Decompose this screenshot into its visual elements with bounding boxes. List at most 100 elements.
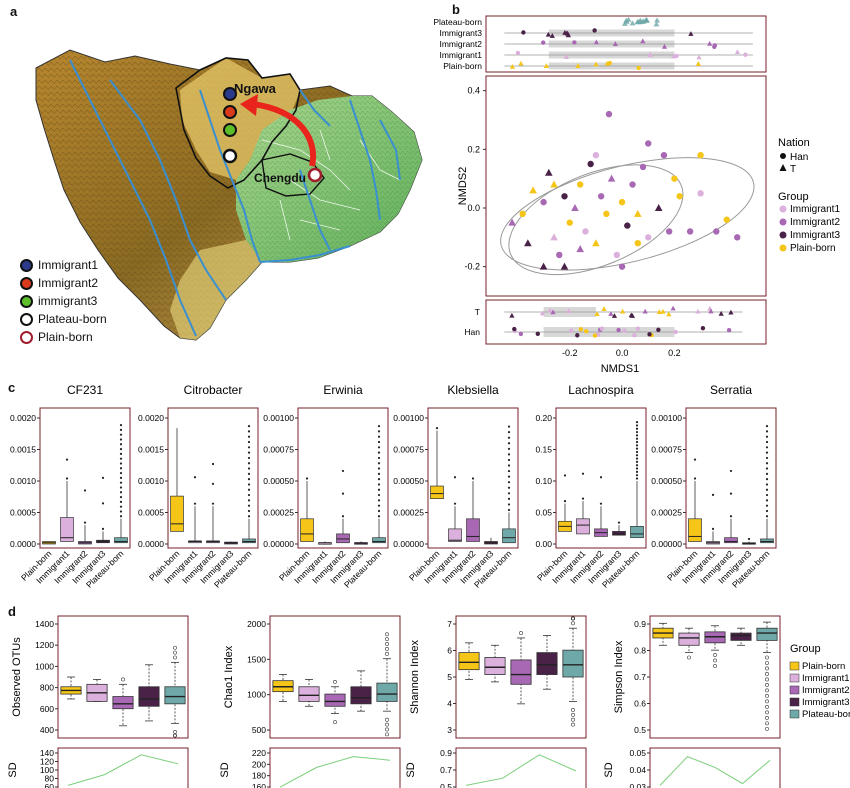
chengdu-outline [261, 153, 325, 197]
y-tick-label: 0.7 [440, 765, 452, 775]
nmds-point-circle [645, 234, 652, 241]
strip-point [599, 326, 605, 331]
y-tick-label: 0.05 [629, 748, 646, 758]
box-outlier [65, 458, 69, 461]
box-outlier [119, 505, 123, 508]
sd-frame [57, 747, 189, 788]
nmds-point-triangle [529, 186, 537, 194]
box-outlier [211, 502, 215, 505]
nmds-point-circle [629, 181, 636, 188]
nmds-point-circle [561, 193, 568, 200]
y-tick-label: 0.10 [535, 476, 552, 486]
box-outlier [507, 492, 511, 495]
legend-dot-icon [20, 258, 33, 272]
box-outlier [765, 672, 769, 676]
box-outlier [385, 717, 389, 722]
box-outlier [765, 715, 769, 720]
strip-point [578, 327, 584, 332]
box-outlier [341, 469, 345, 473]
box-outlier [765, 509, 769, 513]
y-tick-label: 0.6 [634, 699, 646, 709]
strip-point [688, 31, 694, 36]
y-tick-label: 0.0015 [138, 445, 164, 455]
y-tick-label: 0.15 [535, 445, 552, 455]
legend-title: Group [790, 643, 821, 655]
box-outlier [765, 456, 769, 460]
panel-c-chart: Citrobacter 0.0020 0.0015 0.0010 0.0005 0.000… [138, 383, 259, 590]
box-body [630, 526, 644, 539]
box-outlier [765, 688, 769, 693]
nmds-point-circle [597, 193, 605, 200]
y-tick-label: 1000 [247, 690, 266, 700]
box-outlier [729, 492, 733, 495]
box-body [458, 652, 480, 671]
legend-swatch-icon [779, 244, 787, 252]
box-outlier [729, 469, 733, 473]
box-body [138, 686, 160, 707]
y-tick-label: 1400 [35, 619, 54, 629]
y-tick-label: 0.00075 [393, 445, 424, 455]
box-outlier [507, 458, 511, 462]
y-tick-label: 140 [40, 748, 54, 758]
box-outlier [635, 444, 639, 447]
y-tick-label: 0.9 [634, 619, 646, 629]
box-body [510, 659, 532, 685]
y-tick-label: 1000 [35, 661, 54, 671]
box-outlier [119, 491, 123, 494]
panel-d-frame [269, 615, 401, 739]
nmds-point-triangle [524, 239, 532, 247]
box-outlier [119, 452, 123, 455]
map-legend-label: immigrant3 [38, 294, 98, 308]
y-tick-label: 400 [40, 725, 54, 735]
strip-point [543, 63, 550, 68]
strip-point [593, 61, 599, 67]
migration-arrow [251, 101, 317, 167]
nmds-point-circle [713, 228, 720, 235]
strip-point [670, 305, 676, 311]
nmds-point-circle [566, 219, 573, 226]
box-outlier [65, 477, 69, 480]
rivers [69, 59, 401, 337]
sd-line [659, 756, 771, 786]
strip-point [642, 308, 648, 314]
box-outlier [765, 710, 769, 715]
x-tick-label: 0.0 [616, 348, 629, 358]
box-outlier [377, 435, 381, 438]
panel-c-chart: Erwinia 0.00100 0.00075 0.00050 0.00025 0.000… [263, 383, 389, 590]
box-outlier [377, 499, 381, 502]
box-body [466, 518, 480, 542]
strip-point [654, 17, 661, 23]
y-tick-label: 120 [40, 757, 54, 767]
strip-point [549, 33, 555, 38]
nmds-point-circle [671, 175, 678, 182]
box-outlier [377, 472, 381, 475]
nmds-point-circle [697, 152, 704, 159]
top-strip-label: Plateau-born [433, 17, 482, 27]
strip-point [743, 52, 748, 57]
map-legend-item: Immigrant2 [20, 274, 107, 292]
panel-c-title: Serratia [710, 383, 752, 397]
nmds-point-circle [665, 228, 673, 235]
strip-point [718, 310, 724, 316]
legend-label: Immigrant2 [790, 217, 840, 228]
strip-point [539, 310, 546, 316]
strip-point [575, 333, 580, 338]
box-outlier [377, 462, 381, 465]
y-tick-label: 500 [252, 725, 266, 735]
box-outlier [635, 454, 639, 457]
legend-label: Immigrant1 [790, 204, 840, 215]
strip-point [647, 52, 654, 57]
panel-d-ylabel: Shannon Index [409, 639, 421, 714]
box-outlier [211, 462, 215, 466]
nmds-point-circle [645, 140, 652, 147]
legend-swatch-icon [789, 709, 800, 719]
site-immigrant3 [223, 123, 237, 137]
strip-point [640, 38, 646, 44]
box-outlier [765, 446, 769, 449]
nmds-point-circle [556, 251, 563, 259]
strip-point [660, 308, 666, 314]
y-tick-label: 5 [447, 672, 452, 682]
panel-c-title: CF231 [67, 383, 103, 397]
box-outlier [635, 430, 639, 434]
strip-point [726, 328, 732, 333]
